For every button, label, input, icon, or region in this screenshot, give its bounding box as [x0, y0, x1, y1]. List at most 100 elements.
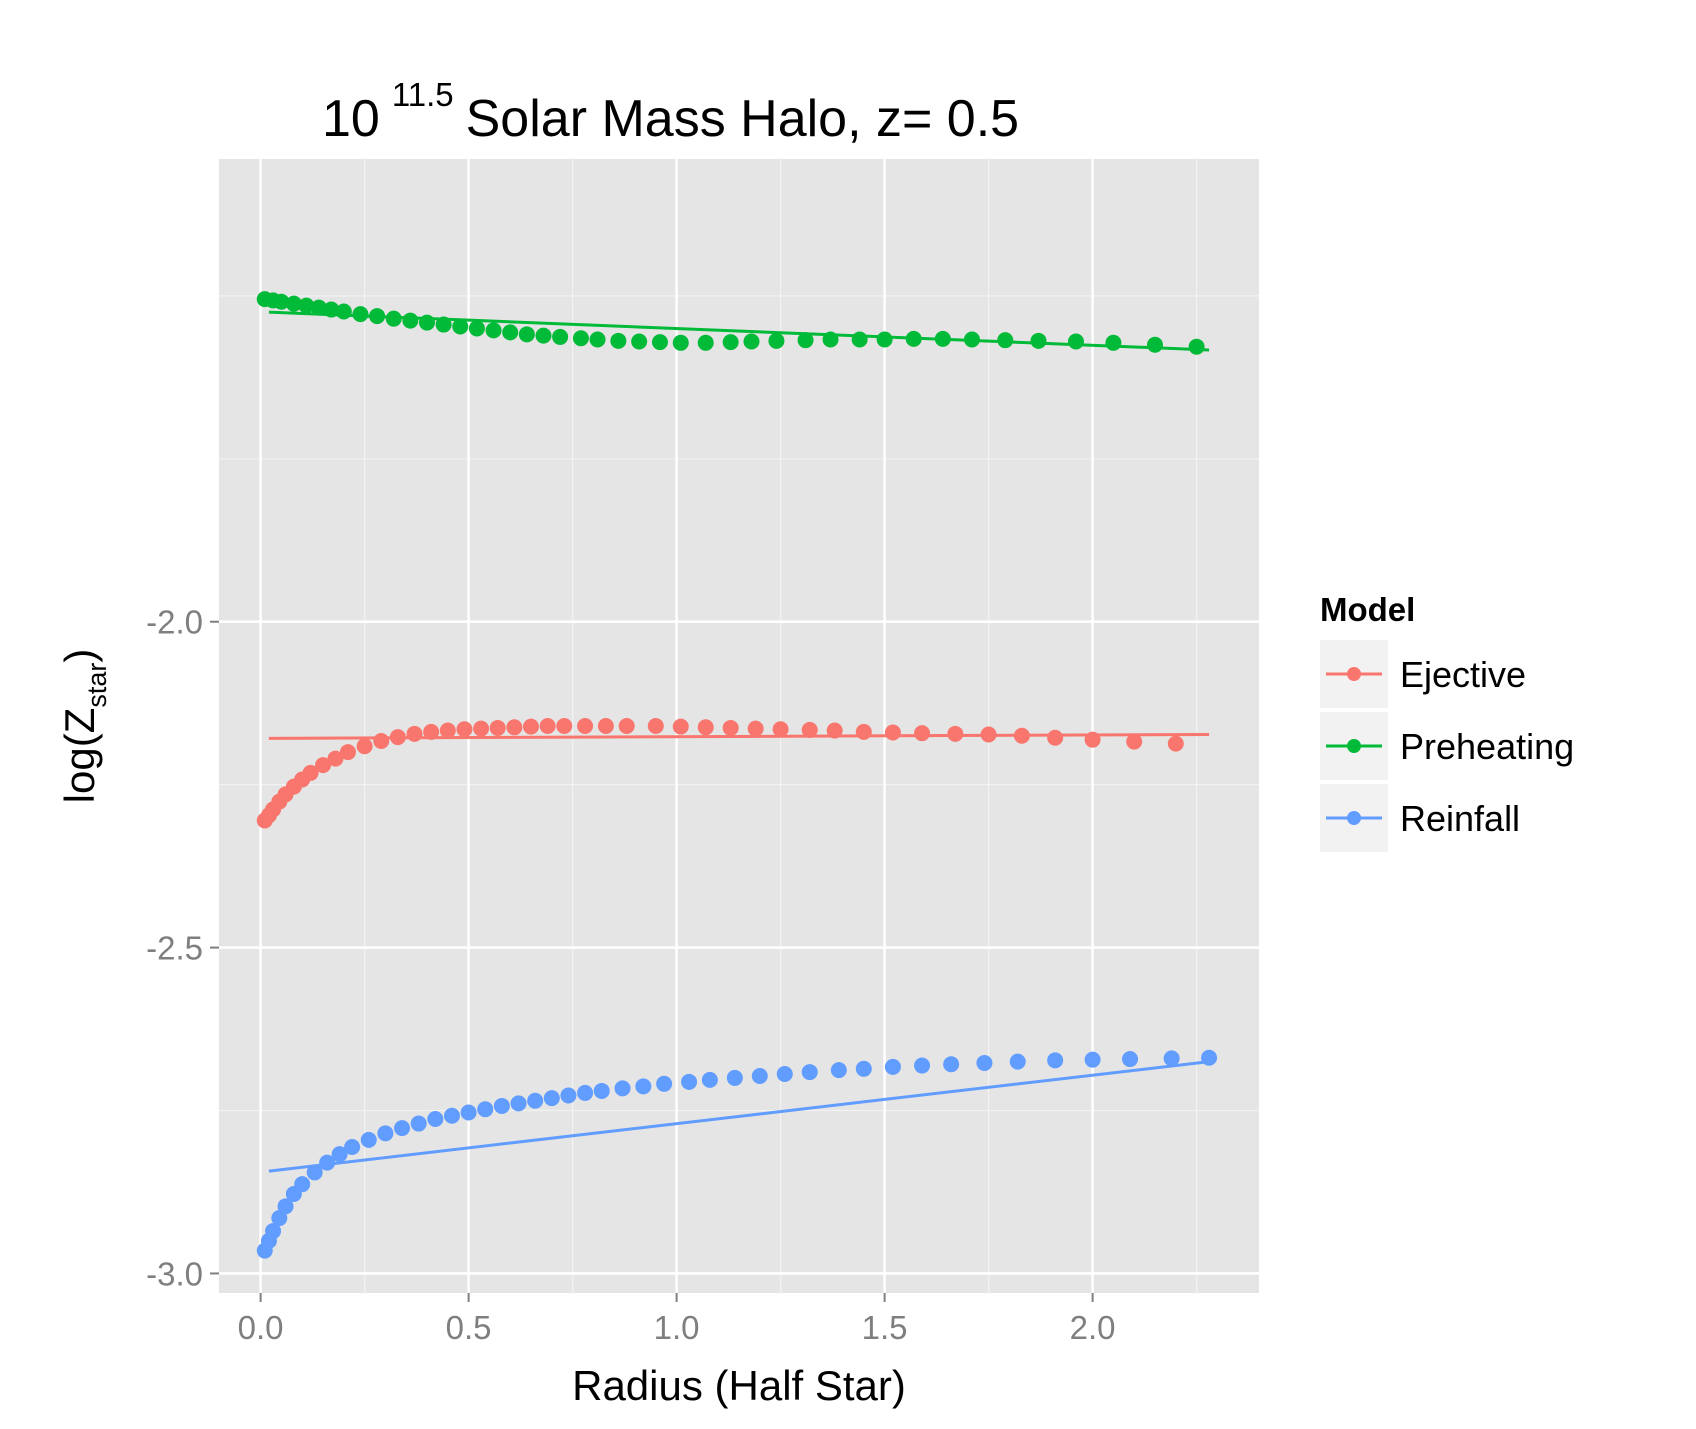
data-point-reinfall: [271, 1210, 288, 1227]
data-point-preheating: [452, 318, 469, 335]
data-point-ejective: [672, 718, 689, 735]
chart-title-exponent: 11.5: [392, 76, 454, 113]
data-point-reinfall: [277, 1198, 294, 1215]
data-point-preheating: [589, 331, 606, 348]
x-axis-title: Radius (Half Star): [572, 1362, 906, 1409]
legend-label-ejective: Ejective: [1400, 654, 1526, 695]
data-point-reinfall: [577, 1084, 594, 1101]
data-point-preheating: [419, 314, 435, 331]
data-point-preheating: [851, 331, 868, 348]
data-point-reinfall: [493, 1097, 510, 1114]
data-point-preheating: [672, 334, 689, 351]
data-point-preheating: [797, 332, 814, 349]
data-point-preheating: [298, 297, 315, 314]
chart-title-base: 10: [322, 90, 380, 148]
data-point-reinfall: [1047, 1052, 1064, 1069]
data-point-ejective: [980, 726, 997, 743]
data-point-preheating: [485, 322, 502, 339]
data-point-reinfall: [410, 1115, 427, 1132]
data-point-reinfall: [1201, 1049, 1218, 1066]
data-point-ejective: [914, 725, 931, 742]
data-point-preheating: [610, 332, 627, 349]
data-point-reinfall: [726, 1069, 743, 1086]
data-point-ejective: [1167, 735, 1184, 752]
data-point-ejective: [473, 720, 490, 737]
data-point-ejective: [1047, 729, 1064, 746]
x-tick-label: 1.5: [862, 1309, 908, 1346]
x-tick-label: 2.0: [1070, 1309, 1116, 1346]
data-point-preheating: [435, 316, 452, 333]
y-axis-title-subscript: star: [82, 663, 112, 708]
data-point-ejective: [618, 718, 635, 734]
y-tick-label: -2.5: [146, 930, 203, 967]
data-point-ejective: [456, 721, 473, 738]
data-point-ejective: [489, 719, 506, 736]
data-point-preheating: [651, 334, 668, 351]
data-point-ejective: [539, 718, 556, 734]
chart-title: 10 11.5 Solar Mass Halo, z= 0.5: [322, 76, 1019, 148]
data-point-reinfall: [331, 1146, 348, 1163]
data-point-preheating: [905, 330, 922, 347]
data-point-preheating: [323, 301, 340, 318]
data-point-preheating: [402, 312, 419, 329]
data-point-preheating: [502, 324, 519, 341]
data-point-reinfall: [443, 1107, 460, 1124]
data-point-ejective: [1084, 731, 1101, 748]
plot-panel: [219, 159, 1259, 1293]
data-point-ejective: [339, 744, 356, 761]
data-point-ejective: [747, 720, 764, 737]
data-point-ejective: [577, 718, 594, 734]
data-point-preheating: [722, 334, 739, 351]
fit-line-reinfall: [268, 1060, 1210, 1173]
x-tick-label: 0.0: [238, 1309, 284, 1346]
data-point-ejective: [647, 718, 664, 734]
x-tick-label: 1.0: [654, 1309, 700, 1346]
data-point-ejective: [315, 757, 331, 774]
data-point-ejective: [597, 718, 614, 734]
data-point-preheating: [352, 306, 369, 323]
data-point-reinfall: [681, 1073, 698, 1090]
data-point-reinfall: [656, 1075, 673, 1092]
y-axis-title: log(Zstar): [56, 649, 112, 804]
data-points: [256, 291, 1218, 1259]
x-tick-label: 0.5: [446, 1309, 492, 1346]
data-point-reinfall: [460, 1104, 477, 1121]
data-point-preheating: [963, 331, 980, 348]
data-point-ejective: [801, 721, 818, 738]
data-point-reinfall: [1122, 1051, 1139, 1068]
data-point-reinfall: [265, 1223, 282, 1240]
data-point-reinfall: [884, 1058, 901, 1075]
data-point-reinfall: [751, 1067, 768, 1084]
legend-label-preheating: Preheating: [1400, 726, 1574, 767]
data-point-preheating: [572, 330, 589, 347]
data-point-preheating: [631, 333, 648, 350]
data-point-ejective: [855, 723, 872, 740]
data-point-preheating: [1105, 334, 1122, 351]
data-point-preheating: [310, 299, 327, 316]
data-point-reinfall: [830, 1062, 847, 1079]
data-point-preheating: [934, 330, 951, 347]
data-point-reinfall: [801, 1064, 818, 1081]
chart-title-rest: Solar Mass Halo, z= 0.5: [466, 90, 1019, 148]
data-point-preheating: [273, 293, 290, 310]
data-point-reinfall: [914, 1057, 931, 1074]
legend-key-point: [1347, 667, 1361, 681]
data-point-ejective: [556, 718, 573, 734]
data-point-reinfall: [943, 1056, 960, 1073]
data-point-reinfall: [1009, 1053, 1026, 1070]
legend-label-reinfall: Reinfall: [1400, 798, 1520, 839]
data-point-ejective: [826, 722, 843, 739]
data-point-reinfall: [319, 1154, 336, 1171]
data-point-reinfall: [427, 1110, 444, 1127]
data-point-reinfall: [1163, 1050, 1180, 1067]
data-point-preheating: [997, 332, 1014, 349]
data-point-preheating: [518, 326, 535, 343]
data-point-preheating: [369, 308, 386, 325]
data-point-ejective: [506, 719, 523, 736]
data-point-reinfall: [510, 1095, 527, 1112]
data-point-ejective: [1126, 733, 1143, 750]
y-axis-title-suffix: ): [56, 649, 103, 663]
data-point-preheating: [768, 332, 785, 349]
data-point-ejective: [356, 738, 373, 755]
